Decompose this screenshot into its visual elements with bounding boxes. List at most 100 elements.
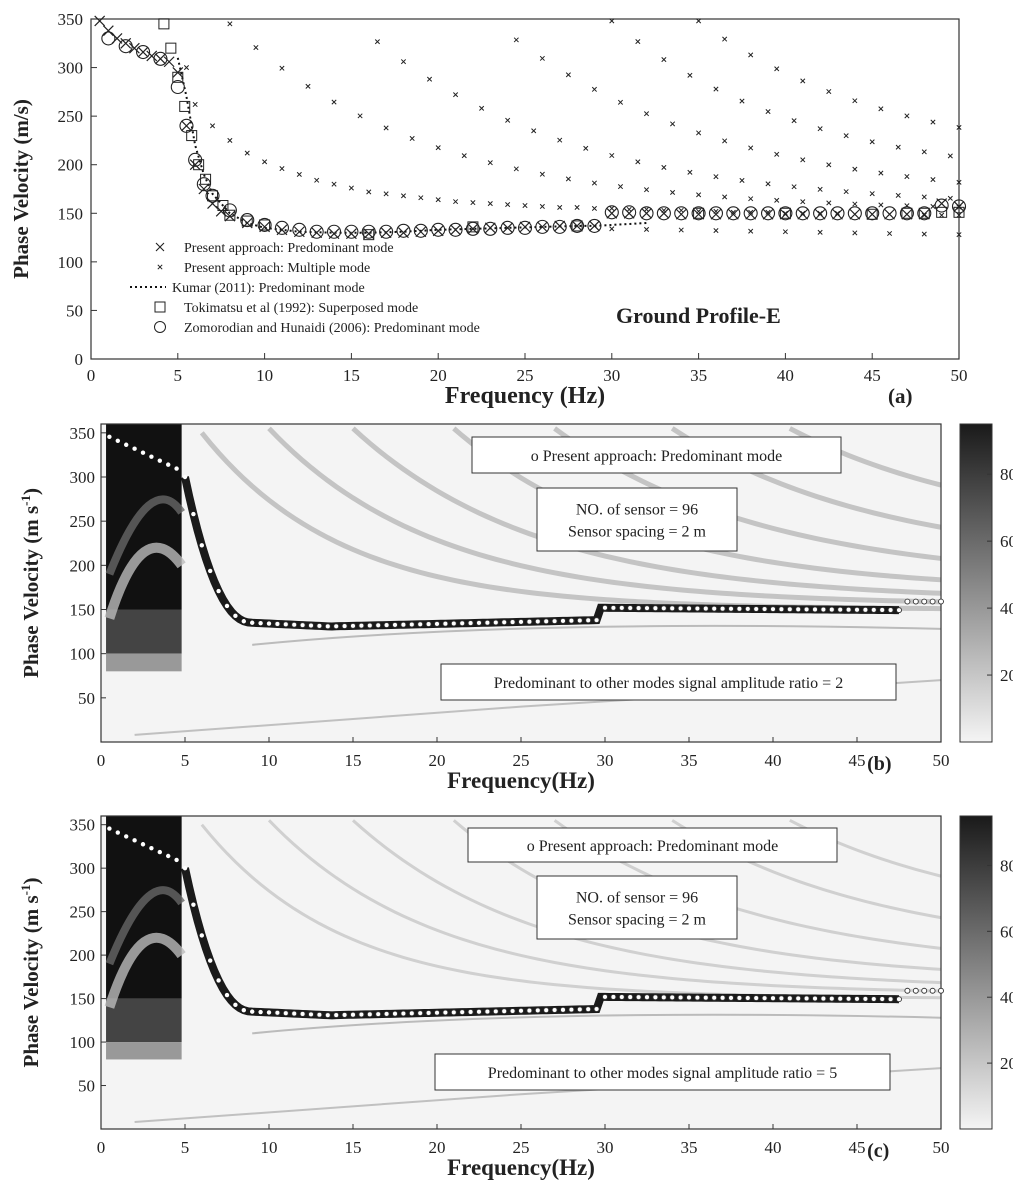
predominant-pick xyxy=(786,995,793,1002)
predominant-pick xyxy=(140,842,146,847)
predominant-pick xyxy=(887,607,894,614)
predominant-pick xyxy=(551,618,558,625)
predominant-point xyxy=(814,208,826,220)
heatmap-arc xyxy=(104,542,186,620)
y-axis-label-main: Phase Velocity (m s xyxy=(19,506,43,678)
panel-label-a: (a) xyxy=(888,384,913,408)
panel-c: 0 5 10 15 20 25 30 35 40 45 50 50 100 150 200 250 300 350… xyxy=(18,815,1013,1180)
multiple-mode-point xyxy=(887,230,893,237)
legend-symbol-x xyxy=(155,242,165,252)
multiple-mode-point xyxy=(244,150,250,156)
info-box xyxy=(536,487,738,552)
predominant-point xyxy=(762,208,774,220)
multiple-mode-point xyxy=(227,21,233,27)
predominant-pick xyxy=(845,606,852,613)
predominant-pick xyxy=(593,1006,600,1012)
predominant-pick xyxy=(854,995,860,1002)
predominant-pick xyxy=(333,623,340,630)
predominant-point xyxy=(345,228,357,240)
predominant-pick xyxy=(870,606,877,613)
y-tick-label: 250 xyxy=(70,512,96,531)
predominant-pick xyxy=(870,996,877,1002)
y-tick-label-a: 200 xyxy=(58,156,84,175)
predominant-pick xyxy=(208,958,213,963)
predominant-pick xyxy=(358,1011,365,1018)
y-tick-label: 100 xyxy=(70,1033,96,1052)
zomorodian-point xyxy=(899,206,914,221)
multiple-mode-point xyxy=(418,195,424,201)
multiple-mode-point xyxy=(843,189,849,195)
predominant-pick xyxy=(669,605,676,612)
predominant-pick xyxy=(509,1008,516,1014)
predominant-point xyxy=(128,42,140,54)
multiple-mode-point xyxy=(800,210,806,216)
predominant-pick xyxy=(400,621,407,628)
predominant-point xyxy=(111,33,123,44)
y-axis-label-sup: -1 xyxy=(18,495,33,506)
y-tick-label: 250 xyxy=(70,903,96,922)
x-tick-label-a: 45 xyxy=(864,366,881,385)
multiple-mode-point xyxy=(713,228,719,234)
y-axis-label-close: ) xyxy=(19,878,43,885)
x-tick-label: 25 xyxy=(513,1138,530,1157)
tokimatsu-point xyxy=(165,42,177,54)
predominant-pick xyxy=(576,1006,583,1013)
predominant-pick xyxy=(778,995,785,1002)
predominant-pick xyxy=(702,994,709,1001)
predominant-pick xyxy=(618,994,625,1000)
y-tick-label: 150 xyxy=(70,601,96,620)
y-tick-label-a: 50 xyxy=(66,301,83,320)
predominant-pick xyxy=(669,994,676,1001)
predominant-point xyxy=(181,120,192,132)
multiple-mode-point xyxy=(869,139,875,145)
multiple-mode-point xyxy=(774,197,780,203)
multiple-mode-point xyxy=(522,202,528,209)
multiple-mode-point xyxy=(791,118,797,124)
predominant-pick xyxy=(778,606,785,613)
predominant-pick xyxy=(560,1006,566,1013)
multiple-mode-point xyxy=(904,113,910,119)
predominant-pick xyxy=(526,618,533,625)
predominant-pick xyxy=(208,568,213,574)
zomorodian-point xyxy=(517,220,533,235)
multiple-mode-point xyxy=(643,111,650,117)
multiple-mode-point xyxy=(227,137,233,143)
multiple-mode-point xyxy=(374,39,380,45)
zomorodian-point xyxy=(170,79,185,95)
predominant-pick xyxy=(358,622,365,629)
legend-symbol-small-x xyxy=(157,264,163,270)
predominant-pick xyxy=(719,994,726,1001)
predominant-pick xyxy=(191,511,196,517)
predominant-pick xyxy=(677,994,684,1001)
predominant-pick xyxy=(736,605,743,612)
info-sensor-count: NO. of sensor = 96 xyxy=(576,890,698,907)
heatmap-mode-band xyxy=(252,1013,942,1035)
predominant-point xyxy=(849,208,861,220)
multiple-mode-point xyxy=(539,55,545,61)
predominant-pick xyxy=(442,620,449,627)
multiple-mode-point xyxy=(895,144,901,150)
heatmap-arc xyxy=(105,495,185,576)
predominant-pick xyxy=(107,826,112,831)
multiple-mode-point xyxy=(817,210,823,216)
predominant-pick xyxy=(660,605,667,612)
zomorodian-point xyxy=(622,205,637,220)
predominant-pick xyxy=(761,995,768,1002)
predominant-pick xyxy=(476,1008,482,1015)
tokimatsu-point xyxy=(200,173,212,185)
predominant-pick xyxy=(728,994,734,1001)
predominant-pick xyxy=(534,618,541,625)
multiple-mode-point xyxy=(635,159,641,165)
multiple-mode-point xyxy=(748,228,754,234)
x-tick-label-a: 30 xyxy=(603,366,620,385)
multiple-mode-point xyxy=(314,177,320,183)
zomorodian-point xyxy=(361,224,376,239)
multiple-mode-point xyxy=(817,229,823,235)
predominant-pick xyxy=(299,1011,306,1017)
ratio-text: Predominant to other modes signal amplit… xyxy=(494,675,843,692)
multiple-mode-point xyxy=(609,18,615,24)
predominant-pick xyxy=(820,995,827,1002)
predominant-pick xyxy=(828,606,835,613)
